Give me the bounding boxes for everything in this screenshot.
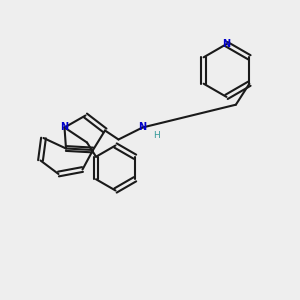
Text: N: N [60,122,69,133]
Text: H: H [153,130,159,140]
Text: N: N [222,39,231,49]
Text: N: N [138,122,147,133]
